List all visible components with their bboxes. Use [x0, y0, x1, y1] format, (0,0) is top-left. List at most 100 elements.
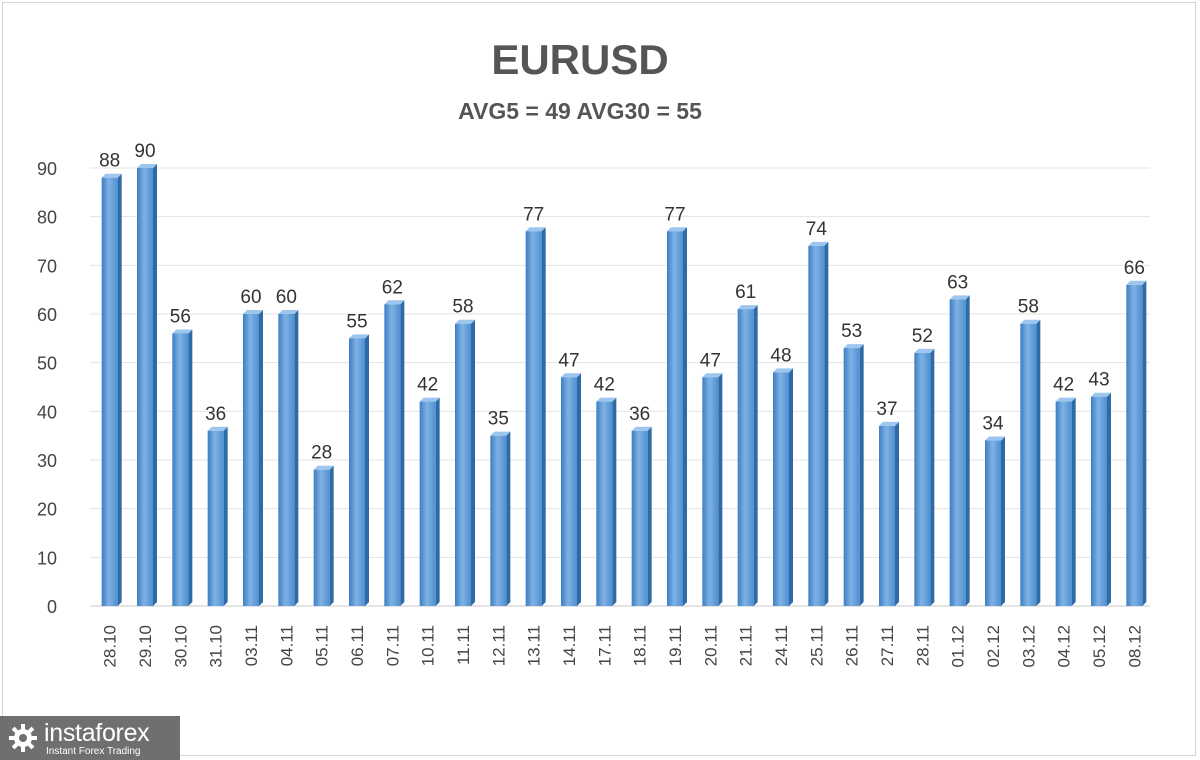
bar	[207, 426, 228, 606]
x-tick-label: 03.12	[1019, 625, 1038, 668]
data-label: 42	[594, 375, 615, 396]
x-tick-label: 21.11	[737, 625, 756, 666]
bar	[1126, 280, 1147, 606]
y-tick-label: 30	[37, 451, 57, 471]
x-tick-label: 26.11	[843, 625, 862, 666]
data-label: 58	[1018, 297, 1039, 318]
bar	[561, 373, 581, 606]
data-label: 88	[99, 151, 120, 172]
data-label: 53	[841, 321, 862, 342]
bar	[137, 164, 157, 606]
y-tick-label: 40	[37, 402, 57, 422]
bar	[278, 310, 299, 606]
data-label: 47	[700, 350, 721, 371]
bar	[985, 436, 1005, 606]
chart-subtitle: AVG5 = 49 AVG30 = 55	[458, 98, 702, 124]
y-axis-ticks: 0 10 20 30 40 50 60 70 80 90	[37, 159, 57, 617]
data-label: 66	[1124, 258, 1145, 279]
data-label: 48	[770, 345, 791, 366]
gear-icon	[8, 723, 38, 758]
data-label: 77	[523, 204, 544, 225]
bar	[879, 421, 899, 606]
brand-tagline: Instant Forex Trading	[46, 746, 141, 757]
x-tick-label: 12.11	[489, 625, 508, 666]
x-tick-label: 27.11	[878, 625, 897, 666]
x-tick-label: 28.10	[101, 625, 120, 668]
data-label: 74	[806, 219, 828, 240]
bar	[702, 373, 723, 606]
x-tick-label: 24.11	[772, 625, 791, 666]
bar	[101, 173, 122, 606]
brand-name: instaforex	[44, 719, 150, 747]
data-label: 42	[417, 375, 438, 396]
x-tick-label: 25.11	[807, 625, 826, 666]
data-label: 60	[276, 287, 297, 308]
bar	[243, 310, 263, 606]
x-tick-label: 10.11	[419, 625, 438, 666]
bar	[773, 368, 793, 606]
bar	[1055, 397, 1076, 606]
bar	[172, 329, 193, 606]
data-label: 58	[452, 297, 473, 318]
bar	[808, 241, 829, 606]
data-label: 36	[205, 404, 226, 425]
x-axis-ticks: 28.10 29.10 30.10 31.10 03.11 04.11 05.11 06.11…	[101, 625, 1145, 668]
chart-title: EURUSD	[491, 36, 669, 83]
x-tick-label: 08.12	[1125, 625, 1144, 668]
bar	[313, 465, 334, 606]
x-tick-label: 30.10	[171, 625, 190, 668]
x-tick-label: 01.12	[949, 625, 968, 668]
data-label: 60	[240, 287, 261, 308]
bar	[949, 295, 970, 606]
bar	[914, 348, 935, 606]
data-label: 42	[1053, 375, 1074, 396]
bar	[737, 305, 758, 606]
bar	[349, 334, 369, 606]
y-tick-label: 60	[37, 305, 57, 325]
x-tick-label: 04.12	[1055, 625, 1074, 668]
data-labels: 88 90 56 36 60 60 28 55 62 42 58 35 77 47 42 36 77 47 61 48…	[99, 141, 1145, 464]
data-label: 37	[876, 399, 897, 420]
data-label: 35	[488, 409, 509, 430]
y-tick-label: 90	[37, 159, 57, 179]
bar	[631, 426, 652, 606]
bar	[1020, 319, 1041, 606]
bar	[384, 300, 405, 606]
y-tick-label: 50	[37, 354, 57, 374]
bar	[490, 431, 511, 606]
x-tick-label: 13.11	[525, 625, 544, 666]
x-tick-label: 19.11	[666, 625, 685, 666]
x-tick-label: 05.11	[313, 625, 332, 666]
x-tick-label: 06.11	[348, 625, 367, 666]
data-label: 52	[912, 326, 933, 347]
x-tick-label: 02.12	[984, 625, 1003, 668]
y-tick-label: 10	[37, 548, 57, 568]
data-label: 55	[346, 311, 367, 332]
x-tick-label: 14.11	[560, 625, 579, 666]
data-label: 47	[558, 350, 579, 371]
x-tick-label: 04.11	[277, 625, 296, 666]
bar	[1091, 392, 1111, 606]
data-label: 43	[1088, 370, 1109, 391]
bar	[843, 344, 864, 606]
bar	[667, 227, 687, 606]
x-tick-label: 31.10	[207, 625, 226, 668]
gridlines	[90, 167, 1150, 607]
x-tick-label: 29.10	[136, 625, 155, 668]
x-tick-label: 18.11	[631, 625, 650, 666]
brand-watermark: instaforex Instant Forex Trading	[0, 716, 180, 760]
x-tick-label: 17.11	[595, 625, 614, 666]
data-label: 90	[134, 141, 155, 162]
bar	[455, 319, 475, 606]
x-tick-label: 28.11	[913, 625, 932, 666]
data-label: 61	[735, 282, 756, 303]
x-tick-label: 07.11	[383, 625, 402, 666]
bars	[101, 164, 1147, 606]
data-label: 34	[982, 414, 1004, 435]
data-label: 36	[629, 404, 650, 425]
x-tick-label: 05.12	[1090, 625, 1109, 668]
bar	[525, 227, 546, 606]
y-tick-label: 80	[37, 208, 57, 228]
